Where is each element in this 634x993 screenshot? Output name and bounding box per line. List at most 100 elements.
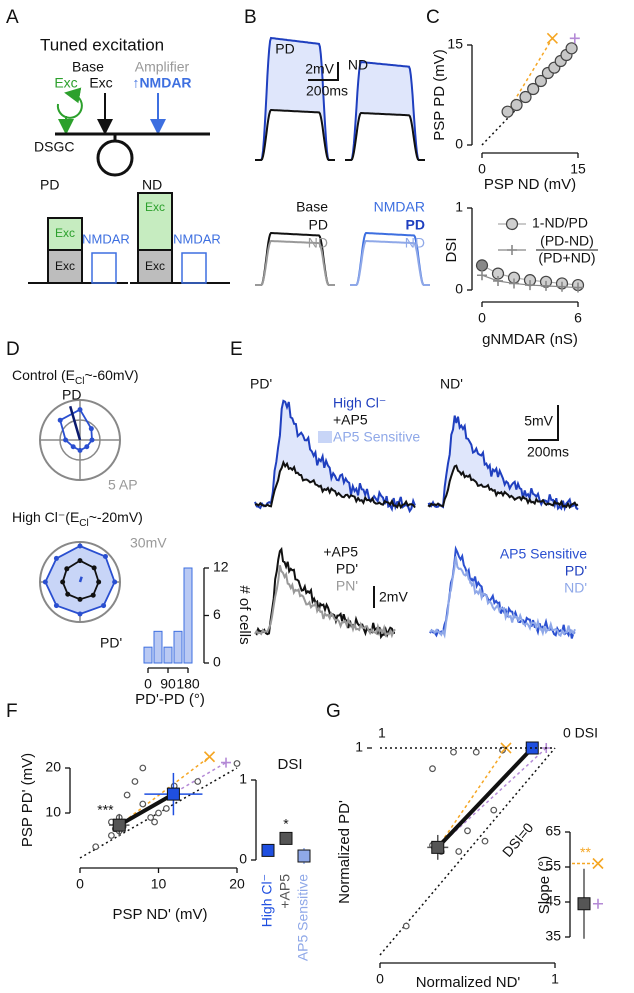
annotation: DSI=0 bbox=[499, 819, 537, 860]
panel-label: A bbox=[6, 7, 19, 28]
legend-marker bbox=[505, 217, 519, 231]
title-part: Cl bbox=[79, 518, 88, 529]
chart-title: High Cl⁻(ECl~-20mV) bbox=[12, 509, 143, 529]
bar bbox=[173, 630, 183, 664]
trace-area bbox=[255, 110, 335, 160]
annotation: PD bbox=[62, 387, 81, 403]
panel-e-labels: PD' ND' High Cl⁻ +AP5 AP5 Sensitive 5mV … bbox=[250, 376, 587, 608]
panel-label: F bbox=[6, 701, 18, 722]
point bbox=[490, 806, 498, 814]
x-tick-label: 180 bbox=[176, 676, 200, 692]
point bbox=[501, 105, 514, 118]
point bbox=[151, 818, 158, 826]
label: PD bbox=[275, 41, 294, 57]
scale-bar bbox=[308, 62, 339, 81]
point bbox=[63, 437, 69, 443]
point bbox=[534, 74, 547, 88]
point bbox=[77, 447, 83, 453]
trace-area bbox=[345, 113, 425, 160]
point bbox=[147, 814, 155, 821]
ring-label: 30mV bbox=[130, 535, 167, 551]
point bbox=[90, 592, 96, 598]
point bbox=[123, 791, 131, 799]
legend-text: (PD+ND) bbox=[538, 250, 595, 266]
legend-text: +AP5 bbox=[323, 544, 358, 560]
link-line bbox=[118, 756, 210, 826]
point bbox=[139, 800, 147, 808]
y-axis-label: DSI bbox=[443, 237, 460, 262]
x-axis-label: PD'-PD (°) bbox=[135, 691, 205, 708]
y-tick-label: 12 bbox=[213, 559, 229, 575]
label: PD bbox=[40, 177, 59, 193]
point bbox=[112, 579, 118, 585]
panel-b-labels: PD ND 2mV 200ms Base PD ND NMDAR PD ND bbox=[275, 41, 425, 251]
point bbox=[77, 543, 83, 549]
trace bbox=[429, 556, 576, 639]
point bbox=[70, 444, 76, 450]
point bbox=[569, 33, 580, 44]
legend-text: High Cl⁻ bbox=[333, 395, 386, 411]
point bbox=[477, 270, 487, 281]
label: Amplifier bbox=[135, 59, 190, 75]
bar-label: Exc bbox=[55, 259, 75, 273]
vector bbox=[78, 576, 83, 583]
point bbox=[96, 579, 102, 585]
point bbox=[592, 857, 604, 870]
trace bbox=[255, 232, 335, 286]
legend-text: PD' bbox=[336, 561, 358, 577]
point bbox=[527, 82, 540, 96]
bar-label: Exc bbox=[145, 259, 165, 273]
traces bbox=[254, 36, 579, 640]
trace-area bbox=[428, 465, 578, 508]
point bbox=[77, 611, 83, 617]
x-tick-label: 0 bbox=[376, 971, 384, 987]
vector bbox=[69, 405, 82, 441]
x-tick-label: 10 bbox=[151, 876, 167, 892]
panel-a-diagram: Tuned excitation Base Amplifier Exc Exc … bbox=[28, 35, 230, 284]
ring-label: 5 AP bbox=[108, 477, 138, 493]
bar bbox=[181, 252, 207, 284]
point bbox=[455, 848, 463, 855]
title-part: Cl bbox=[75, 376, 84, 387]
point bbox=[166, 787, 180, 801]
y-tick-label: 1 bbox=[355, 739, 363, 755]
point bbox=[53, 603, 59, 609]
x-tick-label: 6 bbox=[574, 310, 582, 326]
annotation: * bbox=[283, 816, 289, 832]
bar bbox=[143, 646, 153, 664]
scale-bar bbox=[528, 405, 559, 441]
category-label: +AP5 bbox=[277, 874, 293, 909]
legend-text: NMDAR bbox=[374, 199, 425, 215]
x-tick-label: 0 bbox=[478, 310, 486, 326]
y-tick-label: 6 bbox=[213, 606, 221, 622]
legend-text: Base bbox=[296, 199, 328, 215]
bar bbox=[153, 630, 163, 664]
bar-label: NMDAR bbox=[82, 231, 130, 246]
annotation: ** bbox=[580, 844, 591, 860]
trace bbox=[255, 36, 335, 161]
bar bbox=[163, 646, 173, 664]
legend-text: PD' bbox=[565, 563, 587, 579]
point bbox=[429, 765, 436, 773]
point bbox=[525, 280, 535, 291]
bar bbox=[137, 249, 173, 284]
x-tick-label: 15 bbox=[570, 161, 586, 177]
point bbox=[203, 751, 216, 763]
y-tick-label: 0 bbox=[455, 281, 463, 297]
point bbox=[107, 832, 115, 839]
y-axis-label: # of cells bbox=[236, 585, 253, 644]
point bbox=[233, 760, 241, 767]
panel-label: G bbox=[326, 701, 341, 722]
trace bbox=[429, 545, 576, 639]
annotation: 0 DSI bbox=[563, 725, 598, 741]
title-part: ~-20mV) bbox=[89, 509, 143, 525]
point bbox=[131, 778, 139, 785]
point bbox=[297, 849, 311, 863]
point bbox=[92, 843, 100, 851]
category-label: AP5 Sensitive bbox=[295, 874, 311, 961]
legend-text: +AP5 bbox=[333, 412, 368, 428]
panel-label: C bbox=[426, 7, 440, 28]
point bbox=[221, 757, 232, 768]
label: ND bbox=[348, 57, 368, 73]
